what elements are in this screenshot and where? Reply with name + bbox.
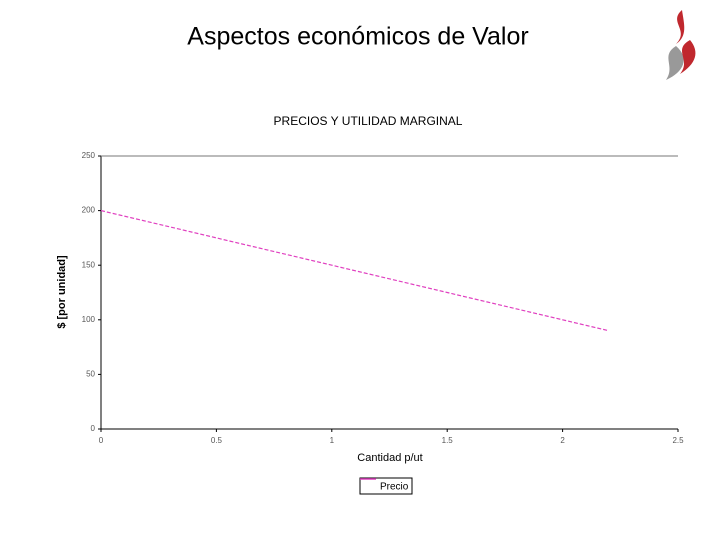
y-tick-label: 150	[82, 260, 96, 269]
logo	[666, 10, 696, 80]
x-axis-label: Cantidad p/ut	[357, 452, 422, 464]
x-tick-label: 2.5	[672, 436, 684, 445]
series-line	[100, 210, 609, 332]
legend-label: Precio	[380, 482, 409, 493]
y-tick-label: 200	[82, 206, 96, 215]
x-tick-label: 0	[99, 436, 104, 445]
x-tick-label: 1	[330, 436, 335, 445]
legend-box	[359, 477, 413, 495]
y-tick-label: 100	[82, 315, 96, 324]
slide-title: Aspectos económicos de Valor	[187, 23, 528, 51]
y-tick-label: 50	[86, 370, 95, 379]
chart-title: PRECIOS Y UTILIDAD MARGINAL	[274, 114, 463, 128]
y-tick-label: 250	[82, 151, 96, 160]
x-tick-label: 1.5	[442, 436, 454, 445]
x-tick-label: 0.5	[211, 436, 223, 445]
y-tick-label: 0	[91, 424, 96, 433]
y-axis-label: $ [por unidad]	[56, 255, 68, 329]
x-tick-label: 2	[560, 436, 565, 445]
